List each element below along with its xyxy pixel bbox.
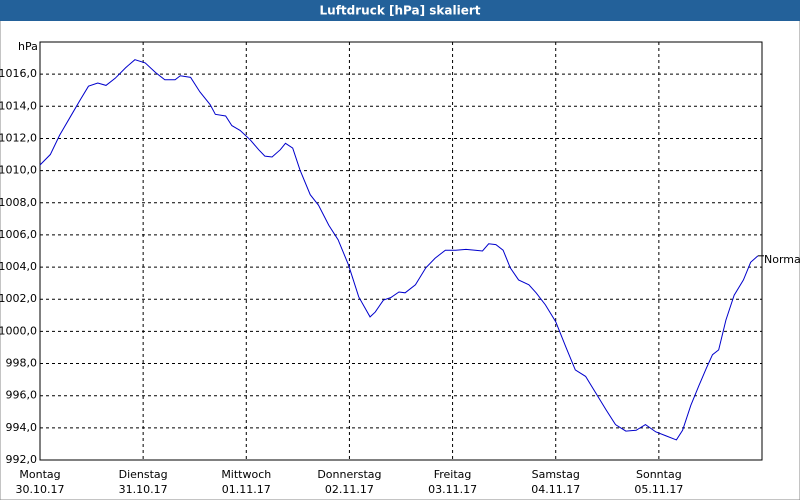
y-tick-label: 1002,0 xyxy=(0,292,37,305)
x-tick-label: Sonntag xyxy=(636,468,682,481)
title-bar xyxy=(0,0,800,21)
x-tick-sublabel: 30.10.17 xyxy=(16,483,65,496)
y-tick-label: 1012,0 xyxy=(0,131,37,144)
y-tick-label: 1008,0 xyxy=(0,196,37,209)
x-tick-label: Samstag xyxy=(532,468,580,481)
x-tick-label: Montag xyxy=(19,468,60,481)
x-tick-label: Mittwoch xyxy=(221,468,271,481)
data-line xyxy=(39,59,759,441)
x-tick-label: Freitag xyxy=(434,468,472,481)
plot-area xyxy=(39,41,763,461)
x-tick-sublabel: 03.11.17 xyxy=(428,483,477,496)
series-label: Normal xyxy=(764,253,800,266)
y-tick-label: 1010,0 xyxy=(0,164,37,177)
y-axis-label: hPa xyxy=(18,40,38,53)
y-tick-label: 1014,0 xyxy=(0,99,37,112)
x-tick-label: Dienstag xyxy=(119,468,168,481)
x-tick-sublabel: 05.11.17 xyxy=(634,483,683,496)
x-tick-sublabel: 31.10.17 xyxy=(119,483,168,496)
y-tick-label: 1016,0 xyxy=(0,67,37,80)
y-tick-label: 992,0 xyxy=(6,453,38,466)
x-tick-label: Donnerstag xyxy=(317,468,381,481)
x-tick-sublabel: 02.11.17 xyxy=(325,483,374,496)
y-tick-label: 1006,0 xyxy=(0,228,37,241)
chart-title: Luftdruck [hPa] skaliert xyxy=(320,4,481,18)
y-tick-label: 996,0 xyxy=(6,389,38,402)
x-tick-sublabel: 01.11.17 xyxy=(222,483,271,496)
y-tick-label: 1000,0 xyxy=(0,324,37,337)
x-tick-sublabel: 04.11.17 xyxy=(531,483,580,496)
y-tick-label: 994,0 xyxy=(6,421,38,434)
y-tick-label: 998,0 xyxy=(6,357,38,370)
y-tick-label: 1004,0 xyxy=(0,260,37,273)
